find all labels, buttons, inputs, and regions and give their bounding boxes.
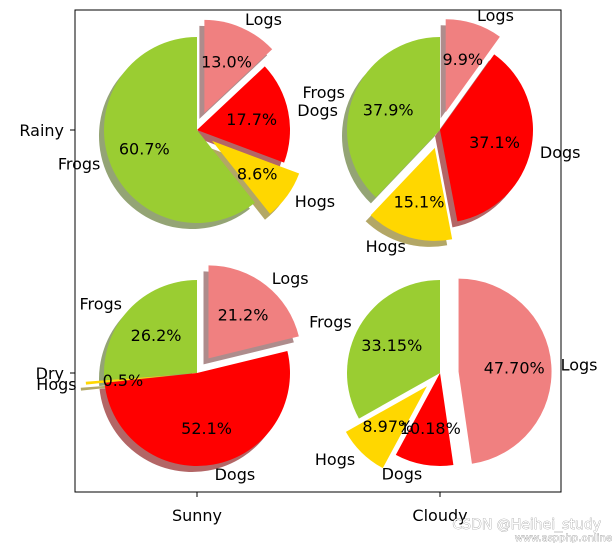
x-tick-label-cloudy: Cloudy [412, 506, 467, 525]
slice-label-dogs: Dogs [215, 465, 256, 484]
wedge-hogs [85, 374, 179, 385]
slice-label-frogs: Frogs [58, 155, 101, 174]
slice-pct-logs: 21.2% [218, 306, 269, 325]
wedge-logs [458, 278, 552, 464]
slice-pct-dogs: 52.1% [181, 419, 232, 438]
slice-pct-logs: 47.70% [484, 359, 545, 378]
slice-pct-frogs: 33.15% [361, 336, 422, 355]
wedge-hogs [212, 140, 300, 214]
y-tick-label-dry: Dry [36, 364, 64, 383]
pie-labels: Frogs 33.15% Hogs 8.97% Dogs 10.18% Logs 47.70% [309, 312, 597, 483]
slice-label-hogs: Hogs [36, 375, 76, 394]
slice-pct-frogs: 26.2% [131, 326, 182, 345]
pie-wedges [345, 278, 552, 469]
slice-label-dogs: Dogs [297, 101, 338, 120]
slice-label-hogs: Hogs [295, 192, 335, 211]
wedge-logs [445, 19, 500, 113]
pie-dry-cloudy: Frogs 33.15% Hogs 8.97% Dogs 10.18% Logs 47.70% [309, 278, 598, 484]
pie-wedges [85, 265, 299, 467]
wedge-dogs [197, 66, 290, 163]
y-tick-label-rainy: Rainy [19, 121, 64, 140]
wedge-hogs [370, 147, 453, 241]
slice-label-dogs: Dogs [540, 143, 581, 162]
wedge-logs [208, 265, 299, 359]
slice-pct-dogs: 37.1% [469, 133, 520, 152]
slice-pct-logs: 13.0% [201, 53, 252, 72]
pie-labels: Frogs 60.7% Hogs 8.6% Dogs 17.7% Logs 13.0% [58, 10, 338, 211]
slice-pct-dogs: 10.18% [400, 419, 461, 438]
pie-wedges [103, 19, 300, 224]
wedge-frogs [347, 37, 440, 198]
watermark-site: www.aspphp.online [515, 533, 612, 543]
slice-label-frogs: Frogs [302, 83, 345, 102]
pie-labels: Frogs 37.9% Hogs 15.1% Dogs 37.1% Logs 9.9% [302, 6, 580, 256]
wedge-dogs [104, 351, 291, 467]
pies-layer: Frogs60.7%Hogs8.6%Dogs17.7%Logs13.0%Frog… [36, 6, 597, 484]
slice-label-logs: Logs [561, 355, 598, 374]
wedge-dogs [440, 54, 533, 222]
wedge-frogs [103, 280, 197, 381]
slice-pct-hogs: 15.1% [394, 192, 445, 211]
slice-pct-hogs: 8.97% [362, 417, 413, 436]
slice-pct-frogs: 37.9% [363, 100, 414, 119]
watermark-csdn: CSDN @Heihei_study [452, 517, 601, 533]
wedge-dogs [395, 373, 454, 466]
slice-label-frogs: Frogs [79, 294, 122, 313]
slice-label-frogs: Frogs [309, 312, 352, 331]
slice-pct-hogs: 8.6% [237, 165, 278, 184]
slice-pct-frogs: 60.7% [119, 139, 170, 158]
pie-rainy-cloudy: Frogs 37.9% Hogs 15.1% Dogs 37.1% Logs 9.9% [302, 6, 580, 256]
slice-pct-hogs: 0.5% [103, 371, 144, 390]
slice-label-logs: Logs [245, 10, 282, 29]
wedge-logs [204, 19, 273, 113]
wedge-frogs [103, 37, 255, 224]
pie-wedges [347, 19, 533, 241]
slice-label-dogs: Dogs [382, 465, 423, 484]
x-tick-label-sunny: Sunny [172, 506, 222, 525]
wedge-hogs [345, 386, 427, 469]
slice-pct-logs: 9.9% [442, 50, 483, 69]
slice-pct-dogs: 17.7% [226, 110, 277, 129]
slice-label-hogs: Hogs [315, 450, 355, 469]
wedge-frogs [347, 280, 440, 419]
slice-label-logs: Logs [477, 6, 514, 25]
pie-rainy-sunny: Frogs 60.7% Hogs 8.6% Dogs 17.7% Logs 13.0% [58, 10, 338, 229]
axes-frame [74, 9, 562, 493]
slice-label-hogs: Hogs [366, 237, 406, 256]
slice-label-logs: Logs [272, 269, 309, 288]
